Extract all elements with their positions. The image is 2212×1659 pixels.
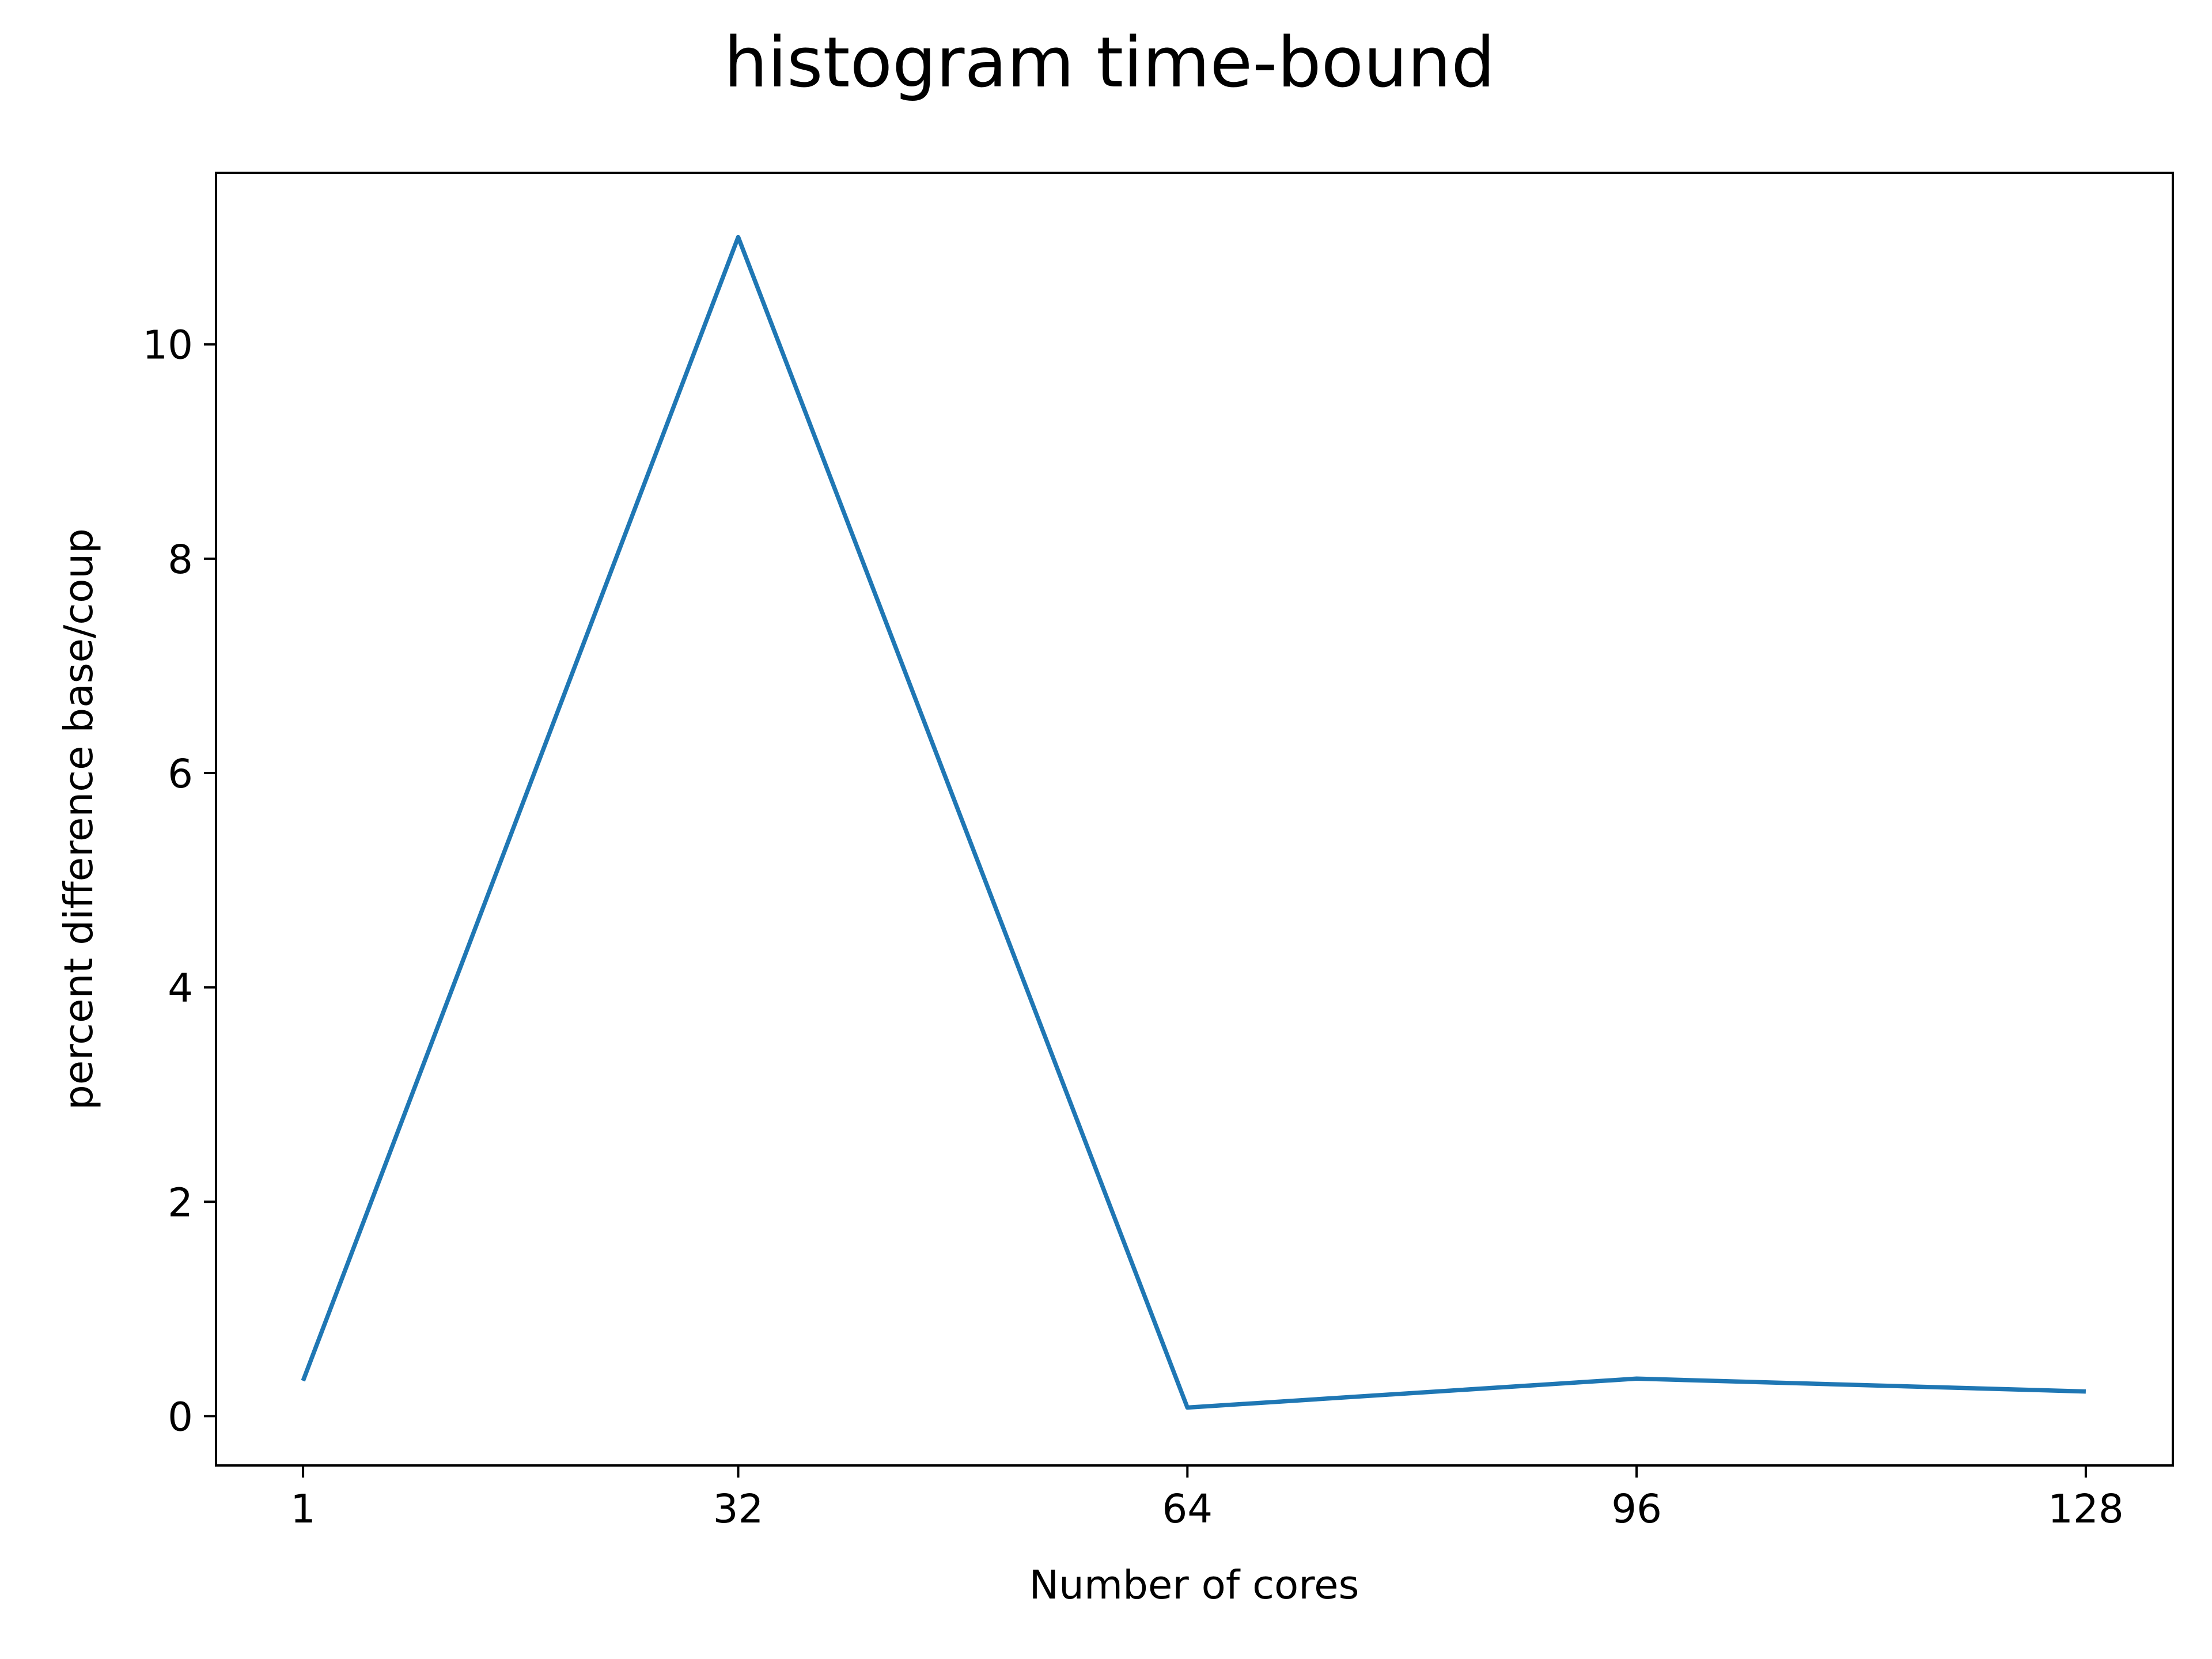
x-tick-label: 64 — [1162, 1486, 1213, 1532]
series-layer — [301, 234, 2086, 1410]
x-axis-label: Number of cores — [1029, 1562, 1359, 1608]
plot-frame — [215, 172, 2174, 1467]
y-tick-label: 6 — [168, 751, 193, 797]
x-tick-label: 1 — [290, 1486, 316, 1532]
x-tick-label: 96 — [1611, 1486, 1662, 1532]
y-tick-label: 0 — [168, 1394, 193, 1440]
x-tick-label: 32 — [713, 1486, 764, 1532]
y-axis: 0 2 4 6 8 10 — [142, 323, 216, 1440]
x-axis: 1 32 64 96 128 — [290, 1465, 2124, 1532]
y-tick-label: 4 — [168, 965, 193, 1012]
y-tick-label: 2 — [168, 1180, 193, 1226]
y-tick-label: 10 — [142, 323, 193, 369]
x-tick-label: 128 — [2048, 1486, 2124, 1532]
series-line — [301, 234, 2086, 1410]
chart-title: histogram time-bound — [724, 23, 1495, 103]
y-axis-label: percent difference base/coup — [56, 528, 102, 1110]
y-tick-label: 8 — [168, 537, 193, 583]
